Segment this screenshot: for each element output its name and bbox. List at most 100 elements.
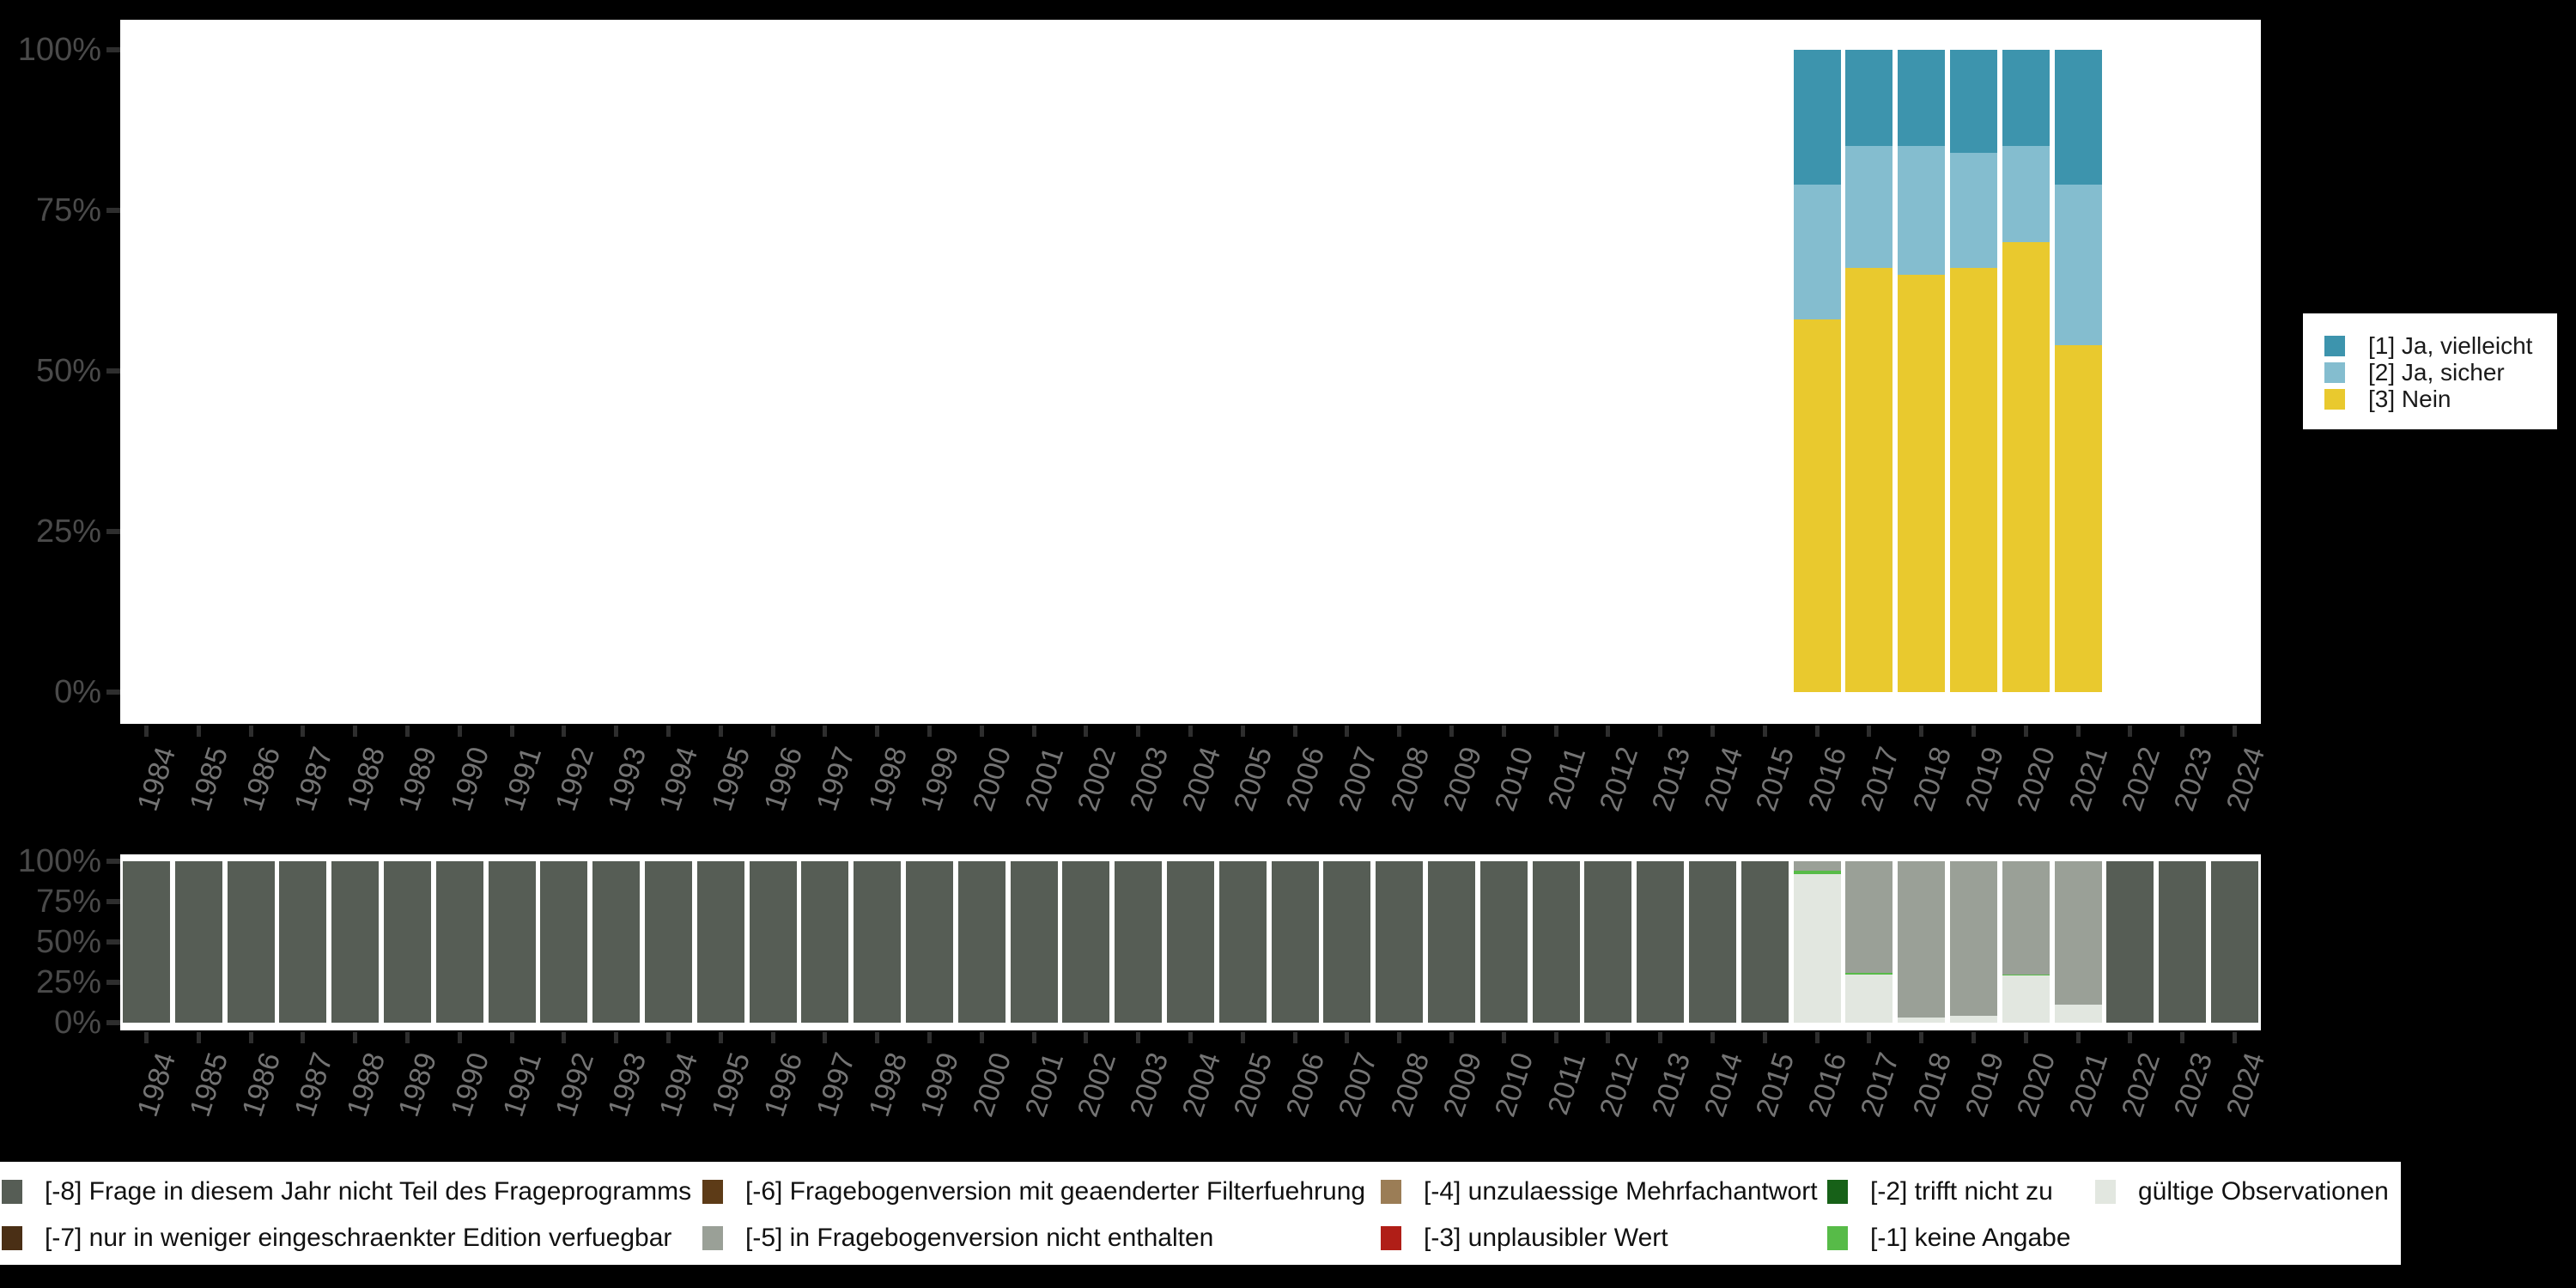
legend-swatch: [2095, 1180, 2116, 1204]
bar-segment: [2002, 974, 2050, 976]
x-axis-label: 2024: [2220, 1048, 2271, 1121]
x-axis-tick: [2180, 1032, 2185, 1043]
bar-segment: [1689, 861, 1737, 1023]
x-axis-tick: [248, 1032, 253, 1043]
x-axis-label: 2011: [1541, 743, 1593, 813]
y-axis-tick: [106, 690, 120, 695]
x-axis-label: 2008: [1384, 1048, 1436, 1121]
y-axis-tick: [106, 208, 120, 213]
x-axis-label: 1991: [496, 1048, 549, 1121]
bar-segment: [1428, 861, 1476, 1023]
bar-segment: [1950, 1016, 1998, 1023]
x-axis-label: 2005: [1228, 1048, 1279, 1121]
x-axis-tick: [1240, 1032, 1245, 1043]
bar-segment: [331, 861, 380, 1023]
x-axis-label: 1984: [131, 1048, 183, 1121]
x-axis-tick: [823, 1032, 828, 1043]
x-axis-label: 2004: [1176, 1048, 1227, 1121]
legend-item-label: [-4] unzulaessige Mehrfachantwort: [1424, 1177, 1818, 1206]
x-axis-tick: [1084, 726, 1089, 737]
x-axis-tick: [1188, 1032, 1193, 1043]
x-axis-tick: [770, 1032, 775, 1043]
bar-segment: [1845, 974, 1893, 1023]
x-axis-tick: [875, 726, 880, 737]
legend-swatch: [1827, 1180, 1848, 1204]
x-axis-tick: [509, 1032, 514, 1043]
y-axis-tick: [106, 1020, 120, 1025]
x-axis-tick: [1501, 726, 1506, 737]
x-axis-tick: [614, 726, 619, 737]
bar-segment: [1741, 861, 1789, 1023]
bar-segment: [540, 861, 588, 1023]
legend-swatch: [702, 1180, 723, 1204]
x-axis-tick: [1919, 1032, 1924, 1043]
bar-segment: [1898, 146, 1946, 275]
x-axis-tick: [1971, 1032, 1977, 1043]
x-axis-label: 2008: [1384, 743, 1436, 816]
y-axis-tick: [106, 980, 120, 985]
bar-segment: [2054, 185, 2102, 346]
x-axis-tick: [665, 1032, 671, 1043]
x-axis-tick: [353, 726, 358, 737]
y-axis-tick: [106, 859, 120, 864]
y-axis-label: 75%: [35, 884, 101, 920]
x-axis-label: 2010: [1489, 743, 1540, 816]
y-axis-label: 0%: [54, 1005, 101, 1041]
x-axis-tick: [1292, 1032, 1297, 1043]
x-axis-tick: [2233, 1032, 2238, 1043]
x-axis-tick: [2075, 726, 2081, 737]
x-axis-label: 2021: [2063, 743, 2115, 816]
bar-segment: [2106, 861, 2154, 1023]
x-axis-tick: [1710, 726, 1716, 737]
x-axis-tick: [353, 1032, 358, 1043]
x-axis-tick: [1971, 726, 1977, 737]
x-axis-label: 1988: [340, 1048, 392, 1121]
x-axis-label: 2014: [1698, 743, 1749, 816]
x-axis-label: 1993: [601, 743, 653, 816]
x-axis-label: 2015: [1750, 743, 1801, 816]
y-axis-label: 50%: [35, 924, 101, 960]
x-axis-tick: [509, 726, 514, 737]
x-axis-tick: [457, 1032, 462, 1043]
bar-segment: [1479, 861, 1528, 1023]
x-axis-label: 1987: [288, 1048, 340, 1121]
x-axis-label: 1998: [862, 1048, 914, 1121]
bar-segment: [1376, 861, 1424, 1023]
bar-segment: [2054, 50, 2102, 185]
x-axis-label: 2024: [2220, 743, 2271, 816]
x-axis-tick: [1814, 726, 1820, 737]
x-axis-label: 2013: [1645, 1048, 1697, 1121]
x-axis-tick: [196, 1032, 201, 1043]
bar-segment: [1532, 861, 1580, 1023]
x-axis-label: 2014: [1698, 1048, 1749, 1121]
x-axis-tick: [770, 726, 775, 737]
x-axis-label: 1999: [914, 743, 966, 816]
legend-item-label: [-3] unplausibler Wert: [1424, 1224, 1668, 1252]
legend-swatch: [2324, 336, 2345, 356]
legend-item-label: [-7] nur in weniger eingeschraenkter Edi…: [45, 1224, 672, 1252]
x-axis-label: 2018: [1906, 743, 1959, 816]
x-axis-label: 1990: [444, 743, 496, 816]
x-axis-tick: [1084, 1032, 1089, 1043]
y-axis-label: 25%: [35, 513, 101, 550]
x-axis-tick: [1449, 1032, 1455, 1043]
x-axis-label: 1996: [757, 1048, 810, 1121]
legend-swatch: [702, 1226, 723, 1250]
x-axis-label: 2003: [1123, 743, 1175, 816]
bar-segment: [279, 861, 327, 1023]
bar-segment: [801, 861, 849, 1023]
x-axis-label: 2002: [1071, 743, 1123, 816]
bar-segment: [174, 861, 222, 1023]
legend-item-label: [1] Ja, vielleicht: [2368, 332, 2533, 359]
y-axis-label: 50%: [35, 353, 101, 389]
bar-segment: [2002, 975, 2050, 1023]
x-axis-tick: [1658, 726, 1663, 737]
x-axis-tick: [1397, 1032, 1402, 1043]
x-axis-tick: [2023, 726, 2028, 737]
x-axis-tick: [2128, 1032, 2133, 1043]
x-axis-label: 2005: [1228, 743, 1279, 816]
bar-segment: [1637, 861, 1685, 1023]
x-axis-label: 2021: [2063, 1048, 2115, 1121]
x-axis-label: 1995: [705, 1048, 757, 1121]
